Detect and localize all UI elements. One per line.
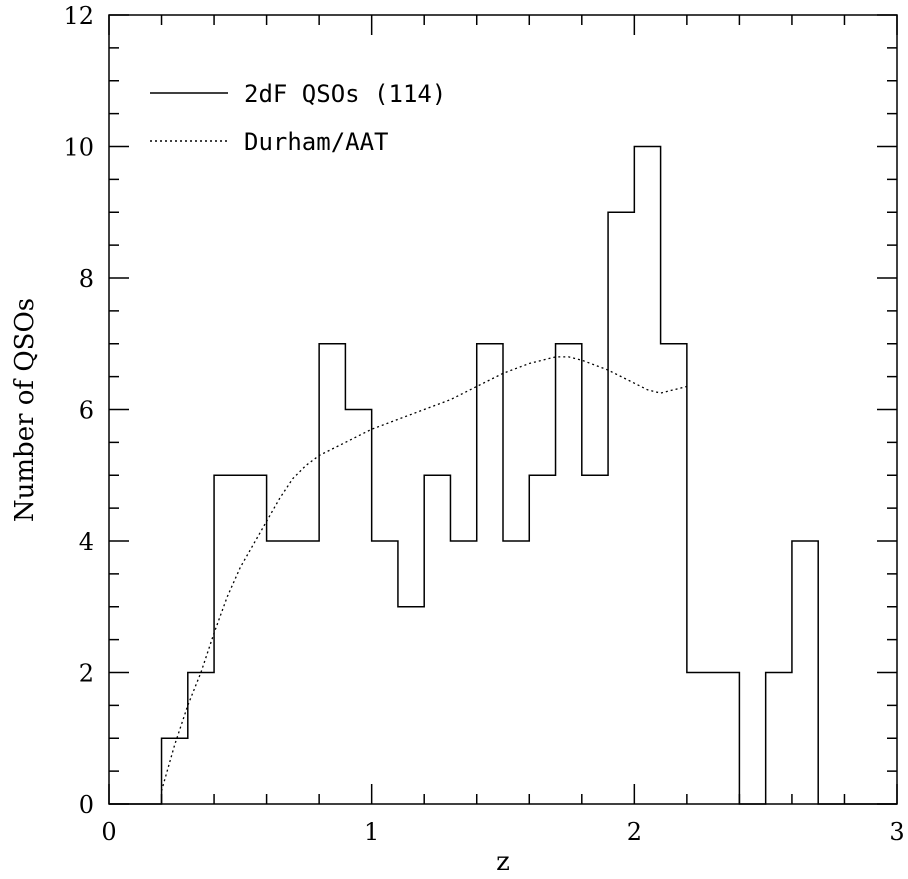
y-tick-label: 0 xyxy=(79,791,94,819)
legend-label-2df: 2dF QSOs (114) xyxy=(244,80,446,108)
x-axis-label: z xyxy=(496,847,510,877)
x-tick-label: 1 xyxy=(364,818,379,846)
y-tick-label: 4 xyxy=(79,528,94,556)
legend-label-durham: Durham/AAT xyxy=(244,128,389,156)
y-axis-label: Number of QSOs xyxy=(10,298,40,522)
series-durham-aat-curve xyxy=(160,356,688,792)
x-tick-label: 3 xyxy=(889,818,904,846)
y-tick-labels: 0 2 4 6 8 10 12 xyxy=(63,2,94,819)
legend: 2dF QSOs (114) Durham/AAT xyxy=(150,80,446,156)
axis-ticks xyxy=(108,14,898,805)
y-tick-label: 12 xyxy=(63,2,94,30)
series-2df-qsos-histogram xyxy=(109,145,897,805)
x-tick-labels: 0 1 2 3 xyxy=(101,818,904,846)
y-tick-label: 2 xyxy=(79,660,94,688)
y-tick-label: 8 xyxy=(79,265,94,293)
x-tick-label: 0 xyxy=(101,818,116,846)
plot-series xyxy=(109,145,897,805)
y-tick-label: 6 xyxy=(79,397,94,425)
y-tick-label: 10 xyxy=(63,134,94,162)
x-tick-label: 2 xyxy=(627,818,642,846)
